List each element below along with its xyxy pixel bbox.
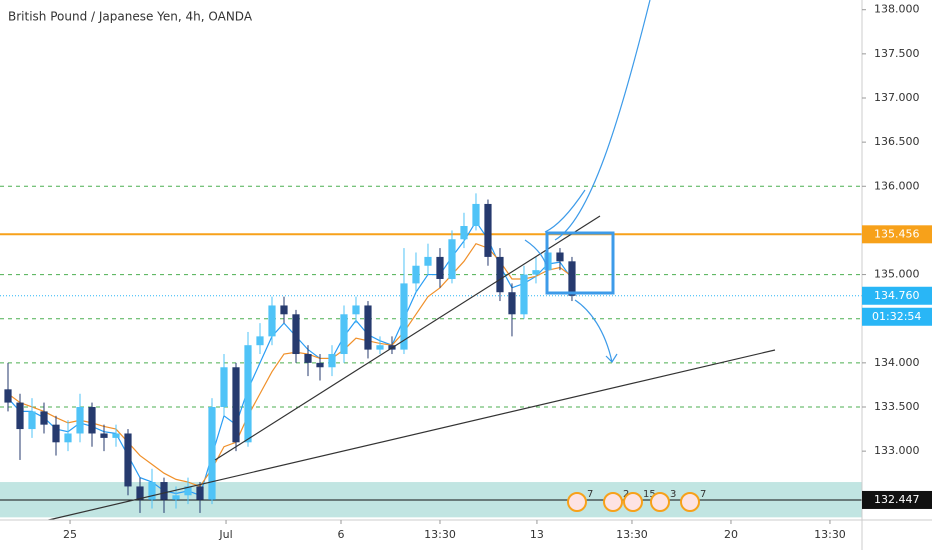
- resistance-tag-bg: [862, 225, 932, 244]
- y-tick-label: 136.000: [874, 179, 920, 192]
- last-price-tag-bg: [862, 286, 932, 305]
- candle-body: [232, 367, 240, 443]
- candle-body: [64, 433, 72, 443]
- support-tag-bg: [862, 490, 932, 509]
- candle-body: [184, 486, 192, 496]
- candle-body: [28, 411, 36, 430]
- candle-body: [172, 495, 180, 500]
- candle-body: [400, 283, 408, 350]
- event-icon: [603, 492, 623, 512]
- event-icon: [567, 492, 587, 512]
- trend-line: [39, 349, 776, 523]
- y-tick-label: 133.000: [874, 444, 920, 457]
- last-price-label: 134.760: [874, 289, 920, 302]
- candle-body: [148, 482, 156, 500]
- candle-body: [460, 226, 468, 240]
- candle-body: [508, 292, 516, 315]
- candle-body: [436, 256, 444, 279]
- candle-body: [40, 411, 48, 425]
- candle-body: [556, 252, 564, 262]
- candle-body: [316, 362, 324, 368]
- y-tick-label: 137.000: [874, 91, 920, 104]
- candle-body: [532, 270, 540, 275]
- candle-body: [52, 424, 60, 443]
- candle-body: [328, 354, 336, 368]
- x-tick-label: 13: [530, 528, 544, 541]
- projection-arrow: [524, 239, 549, 271]
- candle-body: [196, 486, 204, 500]
- x-tick-label: 13:30: [814, 528, 846, 541]
- event-count: 3: [670, 489, 676, 500]
- time-axis-bg: [0, 520, 862, 550]
- candle-body: [292, 314, 300, 355]
- y-tick-label: 133.500: [874, 400, 920, 413]
- x-tick-label: 20: [724, 528, 738, 541]
- x-tick-label: 6: [337, 528, 344, 541]
- candle-body: [124, 433, 132, 487]
- countdown-bg: [862, 307, 932, 326]
- candle-body: [256, 336, 264, 346]
- candle-body: [520, 274, 528, 315]
- candle-body: [448, 239, 456, 279]
- candle-body: [304, 354, 312, 363]
- event-count: 7: [587, 489, 593, 500]
- projection-arrow: [544, 189, 586, 233]
- y-tick-label: 134.000: [874, 356, 920, 369]
- x-tick-label: 25: [63, 528, 77, 541]
- x-tick-label: 13:30: [424, 528, 456, 541]
- candle-body: [268, 305, 276, 337]
- support-label: 132.447: [874, 493, 920, 506]
- candle-body: [280, 305, 288, 315]
- event-count: 7: [700, 489, 706, 500]
- projection-arrow: [574, 299, 618, 363]
- candle-body: [76, 406, 84, 434]
- plot-area: 7 2 15 3 7: [0, 185, 862, 518]
- candle-body: [412, 265, 420, 284]
- candle-body: [220, 367, 228, 407]
- event-icon: [623, 492, 643, 512]
- trend-line: [214, 215, 601, 461]
- candle-body: [112, 433, 120, 438]
- highlight-box: [545, 231, 615, 295]
- y-tick-label: 136.500: [874, 135, 920, 148]
- projection-arrow: [554, 0, 651, 241]
- event-icon: [680, 492, 700, 512]
- candle-body: [496, 256, 504, 293]
- price-axis-bg: [862, 0, 932, 550]
- x-tick-label: 13:30: [616, 528, 648, 541]
- y-tick-label: 135.000: [874, 268, 920, 281]
- y-tick-label: 137.500: [874, 47, 920, 60]
- event-count: 15: [643, 489, 656, 500]
- candle-body: [376, 345, 384, 350]
- candle-body: [340, 314, 348, 355]
- candle-body: [424, 256, 432, 266]
- candle-body: [160, 482, 168, 500]
- candle-body: [364, 305, 372, 350]
- y-tick-label: 138.000: [874, 3, 920, 16]
- event-count: 2: [623, 489, 629, 500]
- candle-body: [16, 402, 24, 430]
- candle-body: [88, 406, 96, 434]
- candle-body: [208, 406, 216, 500]
- chart-title: British Pound / Japanese Yen, 4h, OANDA: [8, 10, 253, 24]
- candle-body: [100, 433, 108, 438]
- candle-body: [4, 389, 12, 403]
- x-tick-label: Jul: [218, 528, 232, 541]
- candle-body: [568, 261, 576, 296]
- moving-average: [7, 242, 573, 488]
- candle-body: [484, 203, 492, 257]
- resistance-label: 135.456: [874, 227, 920, 240]
- candle-body: [472, 203, 480, 227]
- candle-body: [136, 486, 144, 500]
- candle-body: [244, 345, 252, 443]
- candle-body: [352, 305, 360, 315]
- countdown-label: 01:32:54: [872, 310, 921, 323]
- event-icon: [650, 492, 670, 512]
- drawings: [39, 0, 776, 523]
